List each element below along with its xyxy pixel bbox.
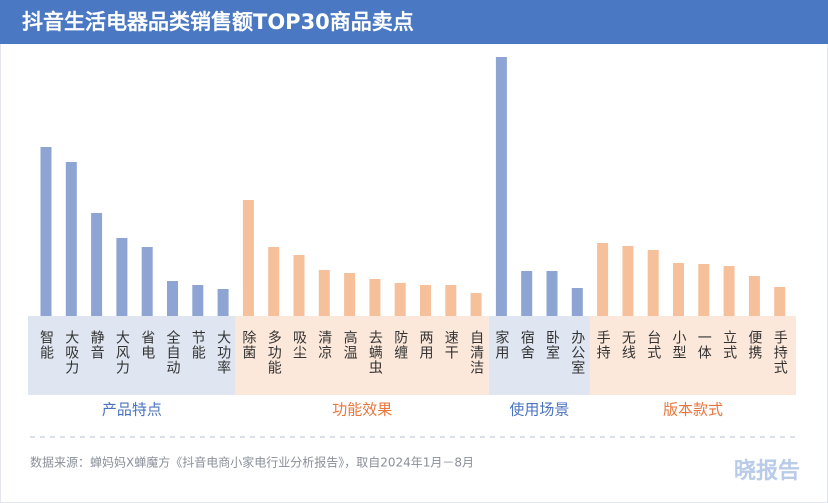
x-tick-label: 高温	[342, 329, 358, 360]
bar	[571, 288, 583, 316]
bar	[344, 273, 356, 316]
bar	[673, 263, 684, 316]
bar	[65, 162, 77, 316]
group-label: 使用场景	[509, 401, 569, 419]
bar	[369, 279, 381, 316]
bar	[242, 200, 254, 316]
x-tick-label: 大风力	[114, 330, 130, 375]
bar	[167, 281, 178, 316]
x-tick-label: 手持式	[772, 330, 788, 375]
group-label: 版本款式	[663, 401, 723, 419]
bar	[774, 287, 786, 316]
x-tick-label: 全自动	[165, 329, 181, 375]
x-tick-label: 除菌	[240, 330, 256, 360]
x-tick-label: 两用	[418, 330, 434, 360]
bar	[723, 266, 735, 316]
bar	[192, 285, 204, 316]
bar	[293, 255, 305, 316]
bar	[597, 243, 609, 316]
x-tick-label: 立式	[721, 330, 737, 360]
bar	[40, 147, 52, 316]
x-tick-label: 多功能	[266, 329, 282, 375]
x-tick-label: 办公室	[569, 330, 585, 375]
bar	[698, 264, 710, 316]
bar	[495, 57, 507, 316]
x-tick-label: 节能	[190, 330, 206, 360]
group-label: 产品特点	[102, 401, 162, 419]
bar	[647, 250, 659, 316]
group-band	[235, 316, 489, 395]
x-tick-label: 速干	[443, 330, 459, 360]
x-tick-label: 卧室	[544, 330, 560, 360]
bar	[420, 285, 431, 316]
x-tick-label: 一体	[696, 330, 712, 360]
bar	[91, 213, 103, 316]
bar	[546, 271, 558, 316]
bar	[116, 238, 128, 316]
group-band	[488, 316, 590, 395]
bar	[748, 276, 760, 316]
x-tick-label: 无线	[620, 330, 636, 360]
x-tick-label: 省电	[139, 330, 155, 360]
x-tick-label: 大吸力	[63, 330, 79, 375]
x-tick-label: 便携	[746, 330, 762, 360]
bar	[268, 247, 280, 316]
x-tick-label: 大功率	[215, 330, 231, 375]
x-tick-label: 清凉	[316, 330, 332, 360]
bar	[394, 283, 406, 316]
bar	[470, 293, 482, 316]
bar	[445, 285, 457, 316]
group-band	[28, 316, 236, 395]
x-tick-label: 防缠	[392, 330, 408, 360]
x-tick-label: 静音	[89, 330, 105, 360]
x-tick-label: 手持	[595, 330, 611, 360]
x-tick-label: 宿舍	[519, 329, 535, 360]
header-bar	[0, 0, 828, 44]
group-band	[589, 316, 796, 395]
group-label: 功能效果	[332, 401, 392, 419]
x-tick-label: 小型	[671, 330, 687, 360]
x-tick-label: 智能	[38, 330, 54, 360]
x-tick-label: 吸尘	[291, 330, 307, 360]
source-note: 数据来源：蝉妈妈X蝉魔方《抖音电商小家电行业分析报告》，取自2024年1月－8月	[30, 455, 474, 470]
bar	[217, 289, 229, 316]
x-tick-label: 台式	[645, 330, 661, 360]
bar	[622, 246, 634, 316]
bar	[318, 270, 330, 316]
x-tick-label: 自清洁	[468, 330, 484, 375]
brand-logo: 晓报告	[734, 459, 800, 484]
x-tick-label: 家用	[493, 329, 509, 360]
bar	[521, 271, 533, 316]
chart-title: 抖音生活电器品类销售额TOP30商品卖点	[22, 10, 414, 34]
bar	[141, 247, 153, 316]
x-tick-label: 去螨虫	[367, 330, 383, 375]
